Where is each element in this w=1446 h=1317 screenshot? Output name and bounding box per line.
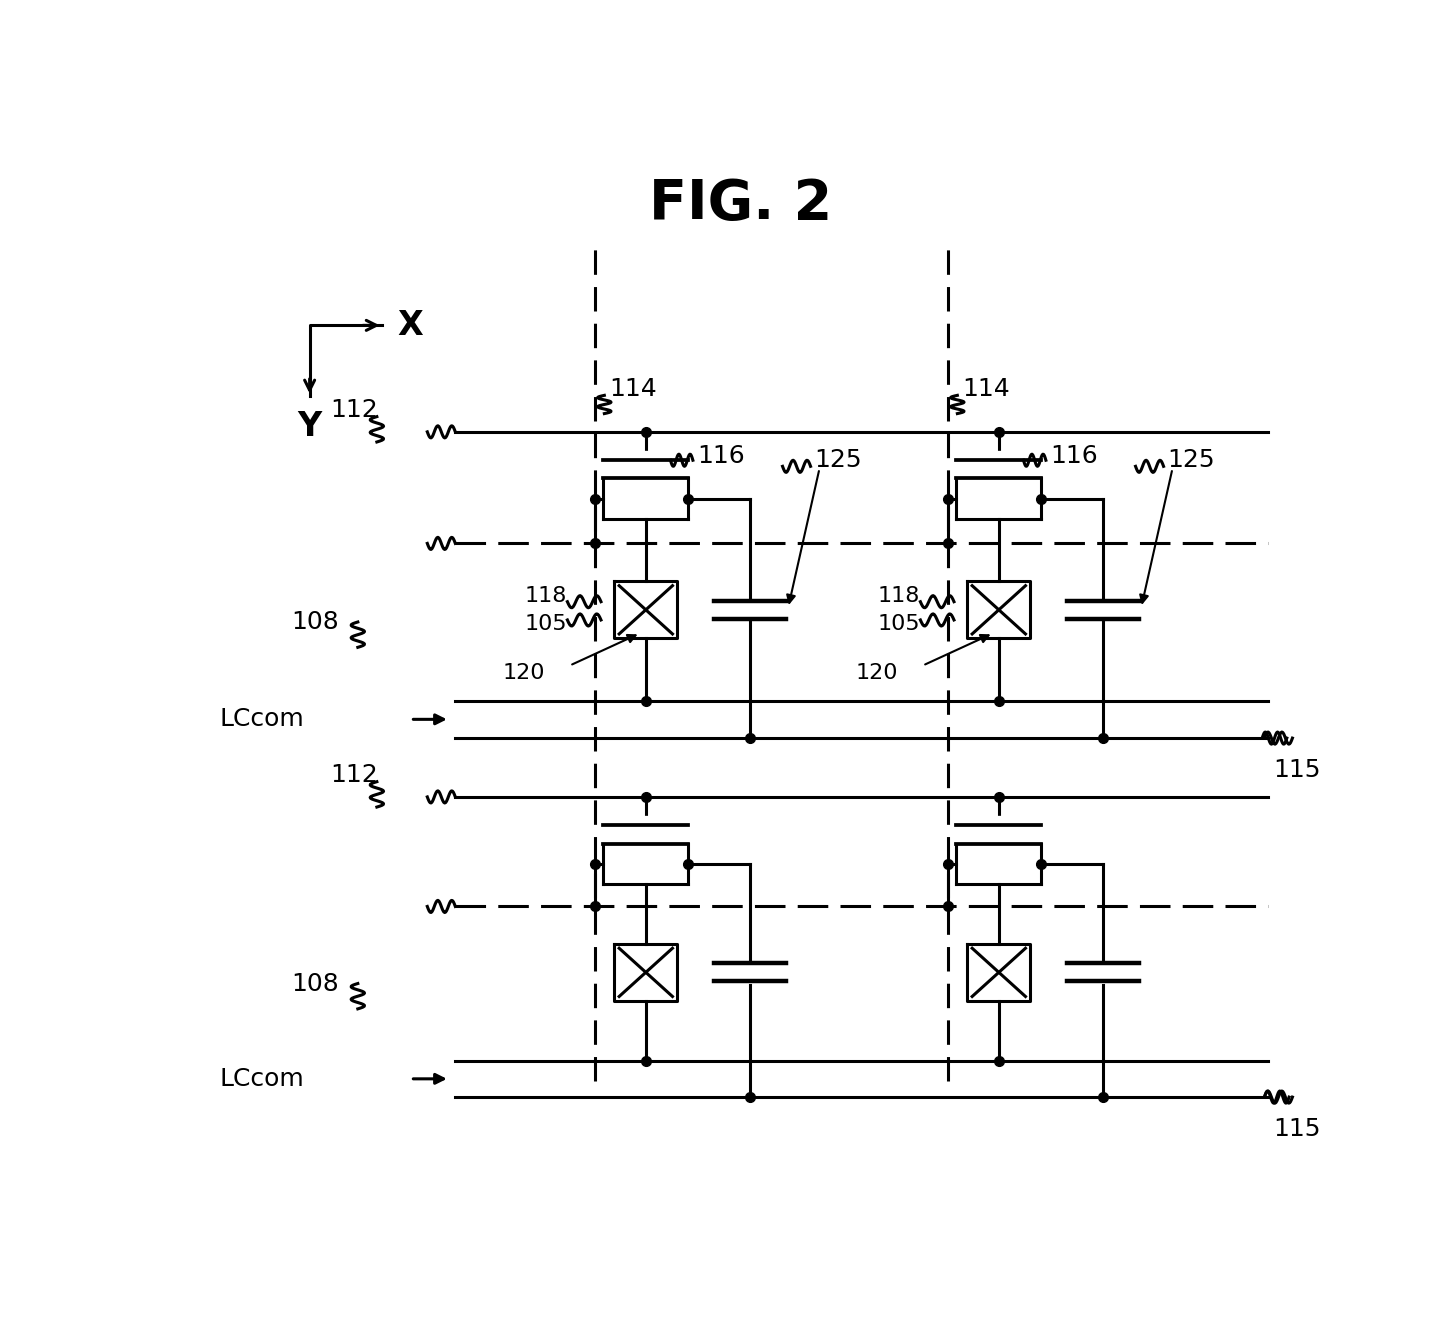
Text: 112: 112 xyxy=(331,763,379,786)
Text: 114: 114 xyxy=(609,378,656,402)
Text: 108: 108 xyxy=(291,972,340,996)
Text: 112: 112 xyxy=(331,398,379,421)
Text: 105: 105 xyxy=(878,614,921,633)
Text: 116: 116 xyxy=(697,444,745,468)
Text: 120: 120 xyxy=(502,662,545,682)
Text: FIG. 2: FIG. 2 xyxy=(649,176,833,230)
Text: 114: 114 xyxy=(962,378,1009,402)
Text: 108: 108 xyxy=(291,610,340,633)
Text: Y: Y xyxy=(298,410,322,443)
Text: 115: 115 xyxy=(1274,1117,1320,1142)
Text: 125: 125 xyxy=(1167,448,1215,473)
Text: LCcom: LCcom xyxy=(220,707,305,731)
Text: 125: 125 xyxy=(814,448,862,473)
Text: 118: 118 xyxy=(525,586,567,606)
Text: 120: 120 xyxy=(856,662,898,682)
Text: X: X xyxy=(398,309,422,342)
Text: 118: 118 xyxy=(878,586,920,606)
Text: 105: 105 xyxy=(525,614,567,633)
Text: 115: 115 xyxy=(1274,759,1320,782)
Text: 116: 116 xyxy=(1050,444,1098,468)
Text: LCcom: LCcom xyxy=(220,1067,305,1090)
